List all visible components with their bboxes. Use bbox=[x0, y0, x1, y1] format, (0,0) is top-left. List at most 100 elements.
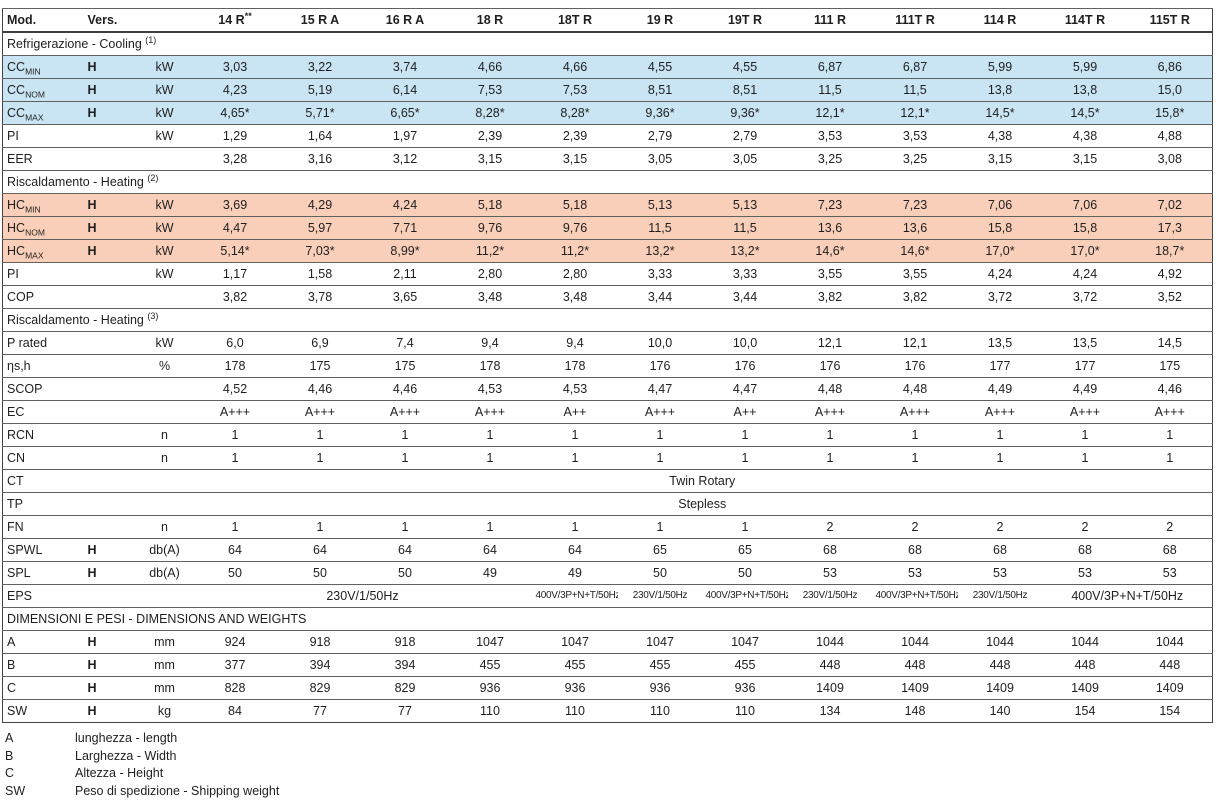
spec-value: 9,36* bbox=[702, 101, 788, 125]
spec-value: A+++ bbox=[192, 400, 278, 424]
spec-value: 53 bbox=[787, 561, 873, 585]
spec-value: 7,06 bbox=[957, 193, 1043, 217]
unit-value bbox=[136, 469, 193, 493]
spec-value: 1409 bbox=[1127, 676, 1213, 700]
spec-value: 3,33 bbox=[702, 262, 788, 286]
unit-value: kW bbox=[136, 262, 193, 286]
spec-value: 1044 bbox=[872, 630, 958, 654]
spec-value: 2,39 bbox=[447, 124, 533, 148]
model-col-header: 18 R bbox=[447, 8, 533, 33]
spec-value: 64 bbox=[277, 538, 363, 562]
unit-value bbox=[136, 377, 193, 401]
spec-value: A+++ bbox=[447, 400, 533, 424]
spec-value: 175 bbox=[362, 354, 448, 378]
model-col-header: 111T R bbox=[872, 8, 958, 33]
spec-value: 9,76 bbox=[532, 216, 618, 240]
unit-value: db(A) bbox=[136, 538, 193, 562]
row-label: B bbox=[2, 653, 75, 677]
spec-value: 448 bbox=[872, 653, 958, 677]
row-label: CCMAX bbox=[2, 101, 75, 125]
spec-value: 178 bbox=[192, 354, 278, 378]
spec-value: 3,22 bbox=[277, 55, 363, 79]
spec-value: 15,8 bbox=[1042, 216, 1128, 240]
spec-value: 77 bbox=[277, 699, 363, 723]
col-header-vers: Vers. bbox=[74, 8, 137, 33]
spec-value: 2,11 bbox=[362, 262, 448, 286]
vers-value bbox=[74, 331, 137, 355]
spec-value: 4,65* bbox=[192, 101, 278, 125]
eps-value: 400V/3P+N+T/50Hz bbox=[872, 584, 958, 608]
spec-value: A+++ bbox=[787, 400, 873, 424]
spec-value: 7,71 bbox=[362, 216, 448, 240]
spec-value: 1047 bbox=[532, 630, 618, 654]
spec-value: 5,71* bbox=[277, 101, 363, 125]
spec-value: 65 bbox=[617, 538, 703, 562]
spec-value: 178 bbox=[447, 354, 533, 378]
spec-value: 1 bbox=[532, 423, 618, 447]
spec-value: 2,39 bbox=[532, 124, 618, 148]
spec-value: 3,53 bbox=[872, 124, 958, 148]
table-row: EC A+++ A+++ A+++ A+++ A++ A+++ A++ A+++ A+++ A+++… bbox=[2, 400, 1213, 424]
spec-value: 448 bbox=[787, 653, 873, 677]
row-label: SPWL bbox=[2, 538, 75, 562]
spec-value: 1047 bbox=[702, 630, 788, 654]
spec-value: 15,8* bbox=[1127, 101, 1213, 125]
vers-value bbox=[74, 400, 137, 424]
spec-value: 455 bbox=[617, 653, 703, 677]
row-label: A bbox=[2, 630, 75, 654]
spec-value: 154 bbox=[1127, 699, 1213, 723]
row-label: ηs,h bbox=[2, 354, 75, 378]
spec-value: 455 bbox=[447, 653, 533, 677]
spec-value: 3,72 bbox=[1042, 285, 1128, 309]
spec-value: 394 bbox=[277, 653, 363, 677]
model-col-header: 114T R bbox=[1042, 8, 1128, 33]
spec-value: 13,2* bbox=[702, 239, 788, 263]
spec-value: 12,1 bbox=[872, 331, 958, 355]
spec-value: 8,51 bbox=[702, 78, 788, 102]
row-label: P rated bbox=[2, 331, 75, 355]
spec-value: 154 bbox=[1042, 699, 1128, 723]
spec-value: 176 bbox=[872, 354, 958, 378]
legend-row: SW Peso di spedizione - Shipping weight bbox=[5, 783, 1217, 801]
row-label: EC bbox=[2, 400, 75, 424]
row-label: EER bbox=[2, 147, 75, 171]
row-label: CN bbox=[2, 446, 75, 470]
spec-value: 53 bbox=[1127, 561, 1213, 585]
vers-value bbox=[74, 354, 137, 378]
unit-value: % bbox=[136, 354, 193, 378]
row-label: SW bbox=[2, 699, 75, 723]
vers-value bbox=[74, 446, 137, 470]
spec-value: 455 bbox=[702, 653, 788, 677]
spec-value: 110 bbox=[617, 699, 703, 723]
spec-value: 1 bbox=[277, 423, 363, 447]
spec-value: 1 bbox=[702, 515, 788, 539]
spec-value: 68 bbox=[872, 538, 958, 562]
spec-value: 148 bbox=[872, 699, 958, 723]
spec-value: 4,24 bbox=[957, 262, 1043, 286]
col-header-mod: Mod. bbox=[2, 8, 75, 33]
spec-value: 11,5 bbox=[872, 78, 958, 102]
row-label: HCNOM bbox=[2, 216, 75, 240]
vers-value bbox=[74, 584, 137, 608]
spec-value: 6,0 bbox=[192, 331, 278, 355]
spec-value: 3,65 bbox=[362, 285, 448, 309]
unit-value bbox=[136, 492, 193, 516]
spec-value: 7,23 bbox=[787, 193, 873, 217]
spec-value: 50 bbox=[192, 561, 278, 585]
spec-value: 7,4 bbox=[362, 331, 448, 355]
spec-value: 377 bbox=[192, 653, 278, 677]
unit-value: n bbox=[136, 515, 193, 539]
spec-value: 68 bbox=[1127, 538, 1213, 562]
spec-value: 1 bbox=[447, 446, 533, 470]
spec-value: 6,9 bbox=[277, 331, 363, 355]
spec-value: 828 bbox=[192, 676, 278, 700]
spec-value: 3,82 bbox=[787, 285, 873, 309]
spec-value: 829 bbox=[277, 676, 363, 700]
spec-value: 3,15 bbox=[447, 147, 533, 171]
spec-value: 1 bbox=[617, 446, 703, 470]
spec-value: 4,46 bbox=[362, 377, 448, 401]
